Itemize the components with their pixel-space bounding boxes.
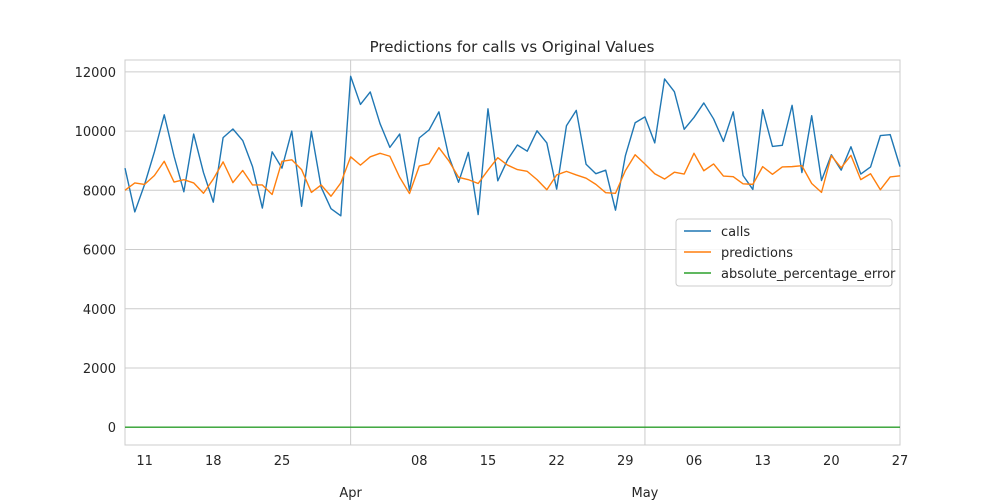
series-line-predictions — [124, 146, 901, 197]
legend-label: calls — [721, 225, 750, 240]
x-major-tick-label: May — [631, 486, 658, 500]
y-tick-label: 2000 — [83, 362, 116, 377]
legend-label: predictions — [721, 246, 793, 261]
x-minor-tick-label: 27 — [892, 454, 909, 469]
y-tick-label: 6000 — [83, 244, 116, 259]
x-minor-tick-label: 25 — [274, 454, 291, 469]
chart-title: Predictions for calls vs Original Values — [370, 38, 655, 56]
y-tick-label: 10000 — [75, 125, 116, 140]
x-major-tick-label: Apr — [339, 486, 362, 500]
x-minor-tick-label: 29 — [617, 454, 634, 469]
y-axis: 0 2000 4000 6000 8000 10000 12000 — [75, 66, 116, 436]
x-axis: Apr May 11 18 25 08 15 22 29 06 13 20 27 — [136, 454, 908, 500]
series-line-calls — [124, 75, 901, 217]
x-minor-tick-label: 22 — [548, 454, 565, 469]
y-tick-label: 0 — [108, 421, 116, 436]
y-tick-label: 8000 — [83, 184, 116, 199]
x-minor-tick-label: 20 — [823, 454, 840, 469]
y-tick-label: 12000 — [75, 66, 116, 81]
x-minor-tick-label: 18 — [205, 454, 222, 469]
legend-label: absolute_percentage_error — [721, 267, 896, 282]
x-minor-tick-label: 06 — [686, 454, 703, 469]
x-minor-tick-label: 13 — [754, 454, 771, 469]
x-minor-tick-label: 15 — [480, 454, 497, 469]
legend-frame — [675, 218, 893, 287]
legend[interactable]: calls predictions absolute_percentage_erro… — [675, 218, 896, 287]
x-minor-tick-label: 11 — [136, 454, 153, 469]
series-layer — [124, 75, 901, 428]
y-tick-label: 4000 — [83, 303, 116, 318]
x-minor-tick-label: 08 — [411, 454, 428, 469]
